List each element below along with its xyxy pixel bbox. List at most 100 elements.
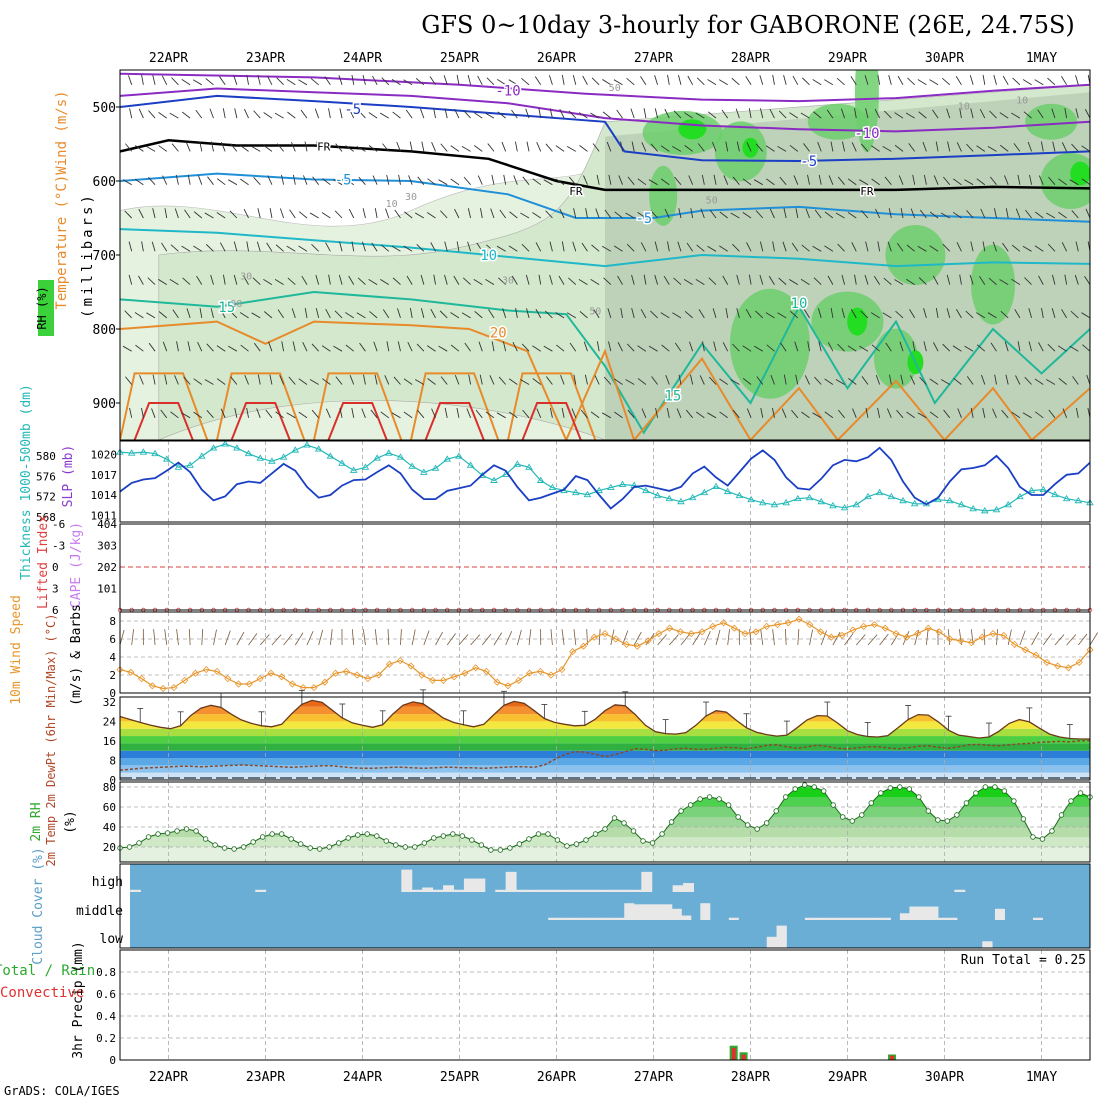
wind-barb-10m [272, 635, 281, 645]
wind-barb-10m [352, 629, 353, 645]
isotherm-label: 20 [490, 326, 507, 342]
wind-barb [464, 177, 471, 185]
rh-point [355, 833, 360, 838]
wind-barb [114, 77, 120, 85]
rh-point [374, 834, 379, 839]
rh-point [365, 832, 370, 837]
wind-barb-10m [213, 630, 216, 645]
cloud-level-label: middle [76, 904, 123, 919]
wind-barb [537, 142, 541, 151]
wind-barb [130, 108, 132, 118]
rh-point [175, 829, 180, 834]
wind-barb-10m [574, 629, 576, 645]
rh-point [878, 791, 883, 796]
isotherm-label: 15 [664, 389, 681, 405]
wind-barb-10m [868, 635, 877, 645]
rh-point [679, 809, 684, 814]
wind-barb-10m [856, 635, 865, 645]
wind-barb [983, 75, 985, 85]
rh-point [308, 846, 313, 851]
wind-barb [277, 78, 284, 85]
wind-barb-10m [154, 629, 155, 645]
wind-barb-10m [634, 632, 641, 645]
thickness-tick-label: 572 [36, 491, 56, 504]
wind-barb [280, 209, 283, 218]
temp-wind-axis-label: Temperature (°C)Wind (m/s) [54, 90, 70, 309]
date-label-bottom: 25APR [440, 1070, 479, 1085]
cape-tick-label: 202 [97, 561, 117, 574]
rh-point [660, 832, 665, 837]
isotherm-label: -10 [495, 84, 520, 100]
wind-barb [329, 108, 331, 118]
isotherm-label: -5 [800, 154, 817, 170]
rh-point [898, 785, 903, 790]
cloud-cover-bar [527, 890, 538, 892]
pressure-tick-label: 600 [93, 175, 116, 190]
date-label-bottom: 30APR [925, 1070, 964, 1085]
cloud-cover-bar [777, 926, 787, 948]
wind-barb [349, 209, 353, 218]
cloud-cover-bar [852, 918, 862, 920]
rh-point [1031, 835, 1036, 840]
cloud-cover-bar [681, 916, 691, 920]
cloud-cover-bar [995, 909, 1005, 920]
rh-point [593, 832, 598, 837]
wind-barb [688, 76, 693, 85]
wind-barb-10m [260, 634, 269, 645]
rh-point [707, 795, 712, 800]
wind-barb [322, 213, 330, 218]
wind-barb [112, 379, 120, 385]
wind-barb [970, 75, 973, 85]
rh-point [945, 819, 950, 824]
wind-barb-10m [704, 631, 710, 645]
wind-barb [546, 144, 553, 152]
wind-barb [196, 110, 202, 118]
rh-point [137, 841, 142, 846]
date-label-top: 24APR [343, 51, 382, 66]
wind-barb [474, 145, 482, 151]
isotherm-label: -10 [854, 126, 879, 142]
wind-barb [478, 176, 482, 185]
wind-barb [182, 112, 190, 118]
rh-contour-label: 50 [609, 83, 621, 94]
wind-barb-10m [471, 635, 480, 645]
cloud-cover-bar [537, 890, 548, 892]
isotherm-label: -5 [635, 211, 652, 227]
cloud-cover-bar [871, 918, 881, 920]
wind-barb [1061, 76, 1066, 85]
pressure-tick-label: 700 [93, 249, 116, 264]
wind-axis-label: 10m Wind Speed [9, 595, 24, 705]
rh-point [641, 839, 646, 844]
rh-tick-label: 40 [103, 821, 116, 834]
rh-shade-90 [678, 119, 706, 139]
wind-barb-10m [225, 631, 230, 645]
thickness-axis-label: Thickness 1000-500mb (dm) [19, 384, 34, 580]
wind-barb-10m [833, 632, 840, 645]
rh-point [1050, 829, 1055, 834]
wind-barb-10m [400, 629, 401, 645]
cloud-cover-background [130, 864, 1090, 948]
rh-point [184, 827, 189, 832]
wind-barb [128, 75, 131, 84]
wind-frame [120, 612, 1090, 693]
wind-barb [956, 76, 961, 85]
wind-barb [310, 213, 319, 218]
wind-barb-10m [447, 634, 455, 645]
cloud-cover-bar [506, 872, 517, 892]
wind-barb [655, 75, 658, 85]
rh-point [289, 837, 294, 842]
date-label-bottom: 29APR [828, 1070, 867, 1085]
pressure-axis-label: (millibars) [80, 192, 96, 318]
wind-barb [258, 208, 260, 218]
rh-point [974, 791, 979, 796]
date-label-bottom: 23APR [246, 1070, 285, 1085]
cloud-cover-bar [610, 890, 621, 892]
rh-point [574, 842, 579, 847]
rh-legend-label: RH (%) [35, 286, 49, 329]
wind-barb-10m [165, 629, 167, 645]
precip-run-total: Run Total = 0.25 [961, 953, 1086, 968]
rh-point [783, 795, 788, 800]
rh-point [422, 841, 427, 846]
cape-axis-label: CAPE (J/kg) [69, 522, 84, 608]
rh-point [241, 845, 246, 850]
